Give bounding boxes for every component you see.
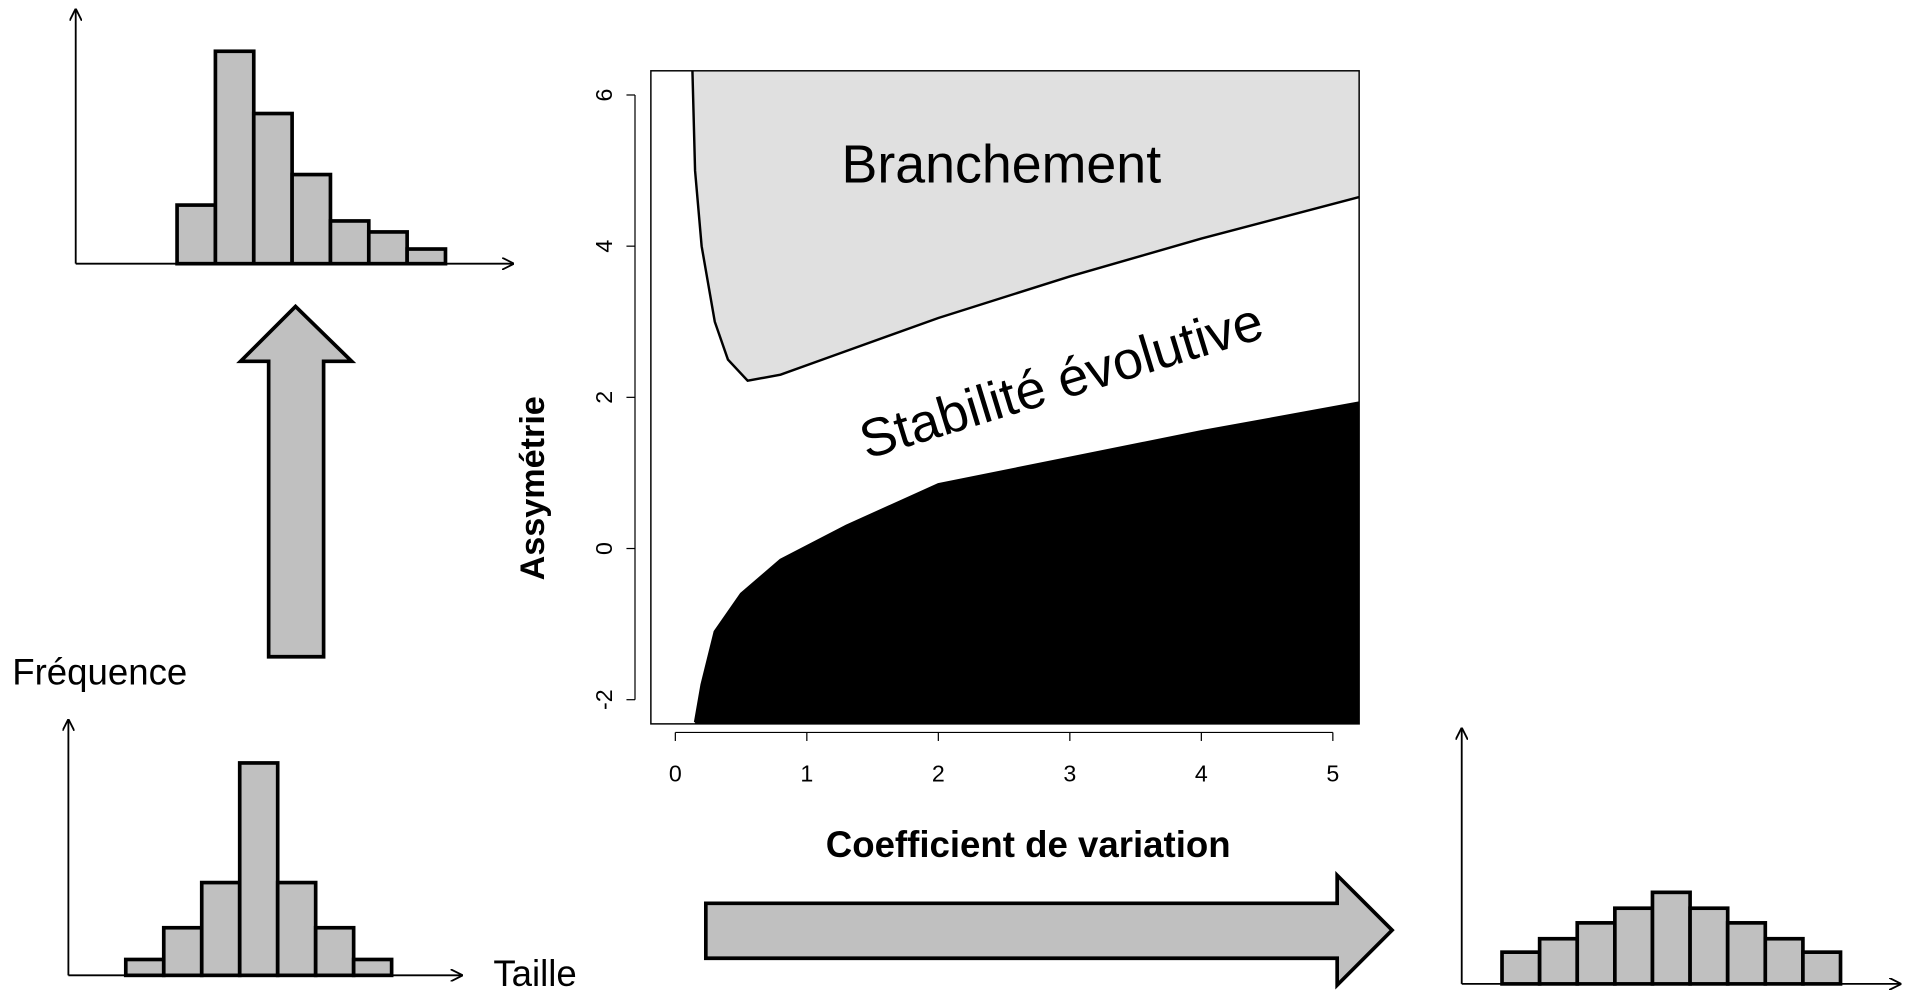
hist-bar: [1725, 921, 1768, 986]
hist-bar: [237, 761, 280, 978]
x-tick-label: 4: [1195, 760, 1208, 786]
x-tick-label: 5: [1326, 760, 1339, 786]
y-tick-label: -2: [591, 689, 617, 710]
hist-bar: [213, 49, 256, 266]
region-label: Branchement: [842, 135, 1162, 195]
y-tick-label: 2: [591, 391, 617, 404]
hist-bar: [1575, 921, 1617, 986]
hist-bar: [1537, 936, 1580, 986]
hist-bar: [1613, 906, 1655, 986]
hist-bar: [1801, 950, 1843, 986]
hist-bar: [161, 925, 204, 978]
y-tick-label: 6: [591, 89, 617, 102]
plot-frame: [650, 70, 1360, 725]
hist-bar: [275, 880, 318, 978]
region-boundary: [691, 70, 1360, 383]
hist-bar: [405, 247, 448, 266]
x-tick-label: 0: [669, 760, 682, 786]
up-arrow: [236, 303, 357, 659]
hist-bar: [328, 219, 371, 266]
region-fill: [695, 402, 1360, 724]
hist-bar: [199, 880, 242, 978]
hist-bar: [1500, 950, 1542, 986]
x-axis-label: Coefficient de variation: [826, 824, 1231, 865]
x-tick-label: 2: [932, 760, 945, 786]
hist-bar: [351, 957, 394, 978]
hist-bar: [290, 172, 333, 266]
region-boundary: [693, 401, 1360, 723]
right-arrow: [703, 870, 1395, 990]
y-tick-label: 0: [591, 542, 617, 555]
hist-bar: [123, 957, 166, 978]
x-tick-label: 1: [800, 760, 813, 786]
hist-bar: [366, 230, 409, 266]
hist-ylabel: Fréquence: [12, 652, 187, 693]
region-fill: [692, 70, 1360, 381]
hist-bar: [313, 925, 356, 978]
y-axis-label: Assymétrie: [514, 396, 552, 580]
hist-bar: [1763, 936, 1805, 986]
x-tick-label: 3: [1063, 760, 1076, 786]
hist-bar: [175, 203, 218, 266]
hist-xlabel: Taille: [493, 953, 576, 990]
hist-bar: [1650, 890, 1692, 986]
hist-bar: [1688, 906, 1730, 986]
hist-bar: [251, 111, 294, 266]
y-tick-label: 4: [591, 240, 617, 253]
